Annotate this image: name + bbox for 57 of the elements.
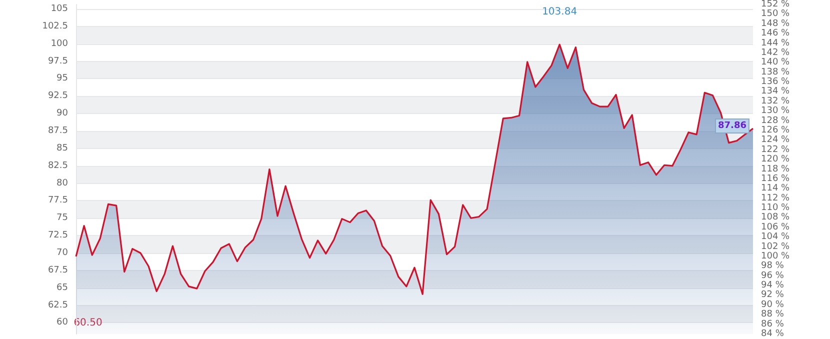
y-tick-label: 100 (50, 38, 68, 49)
y-tick-label: 80 (56, 178, 68, 188)
y2-tick-label: 142 % (761, 48, 790, 58)
y-tick-label: 65 (56, 282, 68, 293)
y2-tick-label: 118 % (761, 164, 790, 174)
y-tick-label: 95 (56, 74, 68, 84)
y-tick-label: 97.5 (48, 56, 68, 66)
y2-tick-label: 122 % (761, 144, 790, 155)
y2-tick-label: 120 % (761, 154, 790, 165)
annotation: 103.84 (542, 6, 578, 18)
y2-tick-label: 146 % (761, 28, 790, 39)
y-tick-label: 72.5 (48, 230, 68, 241)
y-tick-label: 87.5 (48, 126, 68, 136)
y2-tick-label: 138 % (761, 67, 790, 78)
y-tick-label: 62.5 (48, 300, 68, 310)
y-tick-label: 105 (50, 4, 68, 14)
y-tick-label: 90 (56, 108, 68, 119)
y-tick-label: 70 (56, 248, 68, 258)
y-tick-label: 82.5 (48, 160, 68, 171)
y2-tick-label: 128 % (761, 116, 790, 126)
y2-tick-label: 148 % (761, 18, 790, 29)
y-tick-label: 60 (56, 318, 68, 328)
y2-tick-label: 136 % (761, 77, 790, 88)
y2-tick-label: 124 % (761, 135, 790, 146)
y-tick-label: 77.5 (48, 196, 68, 206)
y2-tick-label: 144 % (761, 38, 790, 48)
y2-tick-label: 106 % (761, 222, 790, 232)
y2-tick-label: 94 % (761, 280, 784, 291)
y2-tick-label: 96 % (761, 270, 784, 281)
y2-tick-label: 134 % (761, 86, 790, 97)
y2-tick-label: 84 % (761, 329, 784, 339)
data-label: 87.86 (718, 120, 746, 131)
y2-tick-label: 104 % (761, 232, 790, 242)
y2-tick-label: 126 % (761, 125, 790, 136)
y2-tick-label: 88 % (761, 310, 784, 320)
y2-tick-label: 112 % (761, 193, 790, 204)
y-tick-label: 102.5 (42, 21, 68, 32)
y2-tick-label: 92 % (761, 290, 784, 300)
y2-tick-label: 108 % (761, 212, 790, 223)
y2-tick-label: 90 % (761, 300, 784, 310)
y2-tick-label: 102 % (761, 242, 790, 252)
y2-tick-label: 114 % (761, 184, 790, 194)
y2-tick-label: 98 % (761, 261, 784, 272)
y2-tick-label: 140 % (761, 58, 790, 68)
y2-tick-label: 116 % (761, 174, 790, 184)
y2-tick-label: 132 % (761, 96, 790, 106)
y2-tick-label: 152 % (761, 0, 790, 10)
y-tick-label: 85 (56, 143, 68, 154)
y2-tick-label: 110 % (761, 203, 790, 214)
y2-tick-label: 100 % (761, 251, 790, 262)
y2-tick-label: 150 % (761, 9, 790, 20)
y-tick-label: 75 (56, 213, 68, 224)
annotation: 60.50 (74, 318, 102, 328)
y-tick-label: 92.5 (48, 91, 68, 102)
y2-tick-label: 130 % (761, 106, 790, 116)
y-tick-label: 67.5 (48, 265, 68, 276)
y2-tick-label: 86 % (761, 319, 784, 330)
